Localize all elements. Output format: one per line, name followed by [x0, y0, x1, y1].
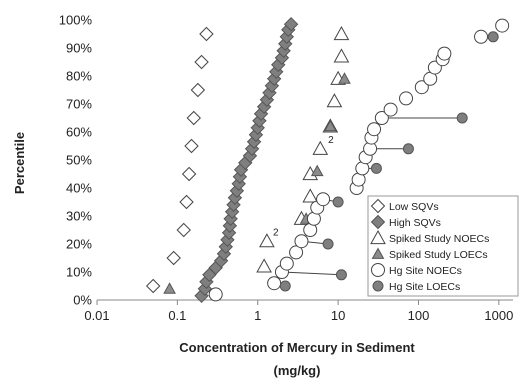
data-point	[279, 256, 294, 271]
y-tick-label: 30%	[66, 209, 92, 224]
data-point	[166, 250, 181, 266]
data-marks	[145, 16, 510, 304]
data-point	[367, 122, 382, 137]
data-point	[316, 192, 331, 207]
legend-marker	[372, 280, 384, 292]
series-2	[256, 25, 350, 273]
legend-label: Spiked Study LOECs	[389, 249, 488, 261]
y-tick-label: 20%	[66, 237, 92, 252]
y-tick-label: 70%	[66, 97, 92, 112]
data-point	[256, 258, 272, 273]
x-tick-label: 1000	[484, 308, 513, 323]
x-tick-label: 1	[254, 308, 261, 323]
legend-label: Spiked Study NOECs	[389, 233, 489, 245]
data-point	[437, 46, 452, 61]
data-point	[333, 25, 350, 41]
data-point	[310, 164, 324, 177]
y-tick-label: 100%	[59, 13, 93, 28]
annotations: 22	[273, 135, 334, 238]
data-point	[383, 102, 398, 117]
data-point	[163, 282, 176, 294]
data-point	[487, 31, 499, 43]
data-point	[179, 194, 194, 210]
data-point	[145, 278, 161, 294]
legend-marker	[371, 263, 385, 277]
data-point	[370, 162, 382, 174]
legend-box	[367, 195, 519, 297]
data-point	[374, 111, 389, 125]
x-axis-unit: (mg/kg)	[274, 363, 321, 378]
data-point	[186, 110, 201, 126]
y-tick-label: 90%	[66, 41, 92, 56]
y-tick-label: 10%	[66, 265, 92, 280]
legend-marker	[370, 198, 386, 214]
legend-label: Hg Site LOECs	[389, 281, 460, 293]
data-point	[495, 18, 510, 33]
data-point	[332, 196, 344, 208]
connector-line	[281, 271, 342, 276]
y-tick-label: 60%	[66, 125, 92, 140]
data-point	[259, 233, 275, 248]
data-point	[279, 280, 291, 292]
y-tick-label: 0%	[73, 293, 92, 308]
y-axis-title: Percentile	[12, 132, 27, 194]
data-point	[335, 269, 347, 281]
x-tick-label: 0.01	[84, 308, 109, 323]
annotation-label: 2	[328, 135, 334, 146]
legend-label: Low SQVs	[389, 201, 439, 213]
legend-label: Hg Site NOECs	[389, 265, 462, 277]
legend-marker	[370, 229, 386, 245]
y-tick-label: 40%	[66, 181, 92, 196]
data-point	[402, 143, 414, 155]
data-point	[302, 188, 319, 203]
series-3	[163, 72, 351, 294]
data-point	[322, 238, 334, 250]
series-1	[194, 16, 299, 304]
data-point	[338, 72, 351, 84]
x-axis-title: Concentration of Mercury in Sediment	[179, 340, 415, 355]
data-point	[294, 234, 309, 249]
data-point	[326, 93, 343, 108]
data-point	[208, 287, 223, 302]
data-point	[199, 26, 214, 42]
y-tick-label: 50%	[66, 153, 92, 168]
data-point	[333, 48, 350, 63]
data-point	[246, 134, 262, 150]
data-point	[181, 166, 197, 182]
annotation-label: 2	[273, 228, 279, 239]
legend-marker	[370, 214, 386, 230]
data-point	[194, 54, 209, 70]
data-point	[176, 222, 191, 238]
data-point	[323, 119, 337, 132]
data-point	[399, 91, 414, 106]
data-point	[289, 245, 304, 260]
data-point	[283, 16, 299, 32]
data-point	[474, 29, 489, 44]
data-point	[190, 82, 206, 98]
series-0	[145, 26, 214, 294]
data-point	[267, 276, 282, 291]
data-point	[414, 80, 429, 95]
x-tick-label: 0.1	[168, 308, 186, 323]
legend: Low SQVs High SQVs Spiked Study NOECs Spike…	[367, 195, 519, 297]
y-tick-label: 80%	[66, 69, 92, 84]
data-point	[312, 140, 329, 155]
series-4	[208, 18, 510, 302]
legend-label: High SQVs	[389, 217, 441, 229]
x-tick-label: 10	[331, 308, 345, 323]
data-point	[184, 138, 199, 154]
data-point	[456, 112, 468, 124]
series-5	[279, 31, 499, 292]
axes-layer: 0.01 0.1 1 10 100 1000 0% 10% 20% 30% 40% 50% 60% 70%…	[59, 13, 514, 324]
legend-marker	[371, 247, 385, 259]
x-tick-label: 100	[408, 308, 430, 323]
